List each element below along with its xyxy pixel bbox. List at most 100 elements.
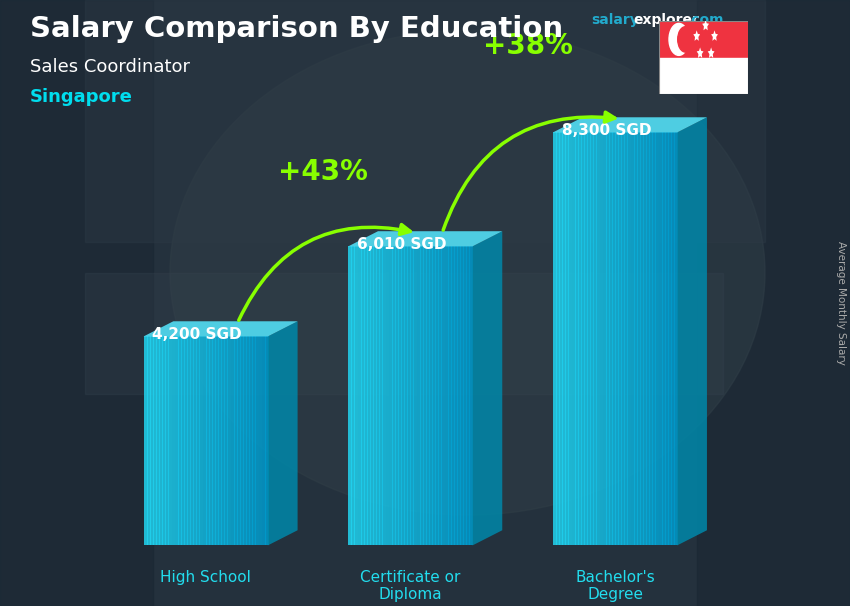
Text: +43%: +43% (278, 158, 368, 186)
Polygon shape (404, 247, 408, 545)
Polygon shape (388, 247, 393, 545)
Polygon shape (144, 321, 298, 336)
Bar (659, 21, 748, 58)
Polygon shape (228, 336, 231, 545)
Polygon shape (429, 247, 433, 545)
Polygon shape (351, 247, 355, 545)
Polygon shape (552, 133, 557, 545)
Polygon shape (364, 247, 368, 545)
Ellipse shape (170, 30, 765, 515)
Polygon shape (178, 336, 182, 545)
Polygon shape (634, 133, 638, 545)
Polygon shape (559, 133, 563, 545)
Polygon shape (172, 336, 175, 545)
Polygon shape (711, 30, 718, 41)
Polygon shape (206, 336, 210, 545)
Polygon shape (643, 133, 647, 545)
Polygon shape (255, 336, 259, 545)
Polygon shape (240, 336, 244, 545)
Polygon shape (358, 247, 361, 545)
Polygon shape (467, 247, 470, 545)
Polygon shape (162, 336, 166, 545)
Polygon shape (218, 336, 222, 545)
Polygon shape (674, 133, 678, 545)
Polygon shape (398, 247, 402, 545)
Polygon shape (655, 133, 660, 545)
Polygon shape (181, 336, 184, 545)
Polygon shape (348, 247, 352, 545)
Polygon shape (147, 336, 150, 545)
Bar (697, 0, 850, 606)
Polygon shape (578, 133, 581, 545)
Text: High School: High School (161, 570, 251, 585)
Polygon shape (659, 133, 662, 545)
Bar (659, 58, 748, 94)
Polygon shape (165, 336, 169, 545)
Polygon shape (599, 133, 604, 545)
Polygon shape (441, 247, 445, 545)
Polygon shape (200, 336, 203, 545)
Polygon shape (150, 336, 154, 545)
Polygon shape (612, 133, 616, 545)
Polygon shape (637, 133, 641, 545)
Polygon shape (649, 133, 653, 545)
Polygon shape (246, 336, 250, 545)
Polygon shape (445, 247, 449, 545)
Polygon shape (367, 247, 371, 545)
Polygon shape (224, 336, 229, 545)
Text: 6,010 SGD: 6,010 SGD (357, 238, 446, 253)
Polygon shape (156, 336, 160, 545)
Polygon shape (606, 133, 609, 545)
Polygon shape (463, 247, 468, 545)
Polygon shape (237, 336, 241, 545)
Text: 4,200 SGD: 4,200 SGD (152, 327, 242, 342)
Polygon shape (665, 133, 669, 545)
Polygon shape (668, 133, 672, 545)
Polygon shape (587, 133, 591, 545)
Polygon shape (697, 47, 704, 58)
Polygon shape (439, 247, 442, 545)
Text: Sales Coordinator: Sales Coordinator (30, 58, 190, 76)
Polygon shape (407, 247, 411, 545)
Polygon shape (395, 247, 399, 545)
Polygon shape (144, 336, 148, 545)
Text: +38%: +38% (483, 32, 573, 60)
Polygon shape (360, 247, 365, 545)
Polygon shape (230, 336, 235, 545)
Polygon shape (184, 336, 188, 545)
Polygon shape (584, 133, 588, 545)
Text: 8,300 SGD: 8,300 SGD (562, 124, 651, 139)
Polygon shape (348, 231, 502, 247)
Bar (0, 0, 153, 606)
Polygon shape (590, 133, 594, 545)
Bar (85, 0, 765, 242)
Polygon shape (373, 247, 377, 545)
Polygon shape (552, 118, 707, 133)
Polygon shape (187, 336, 191, 545)
Polygon shape (618, 133, 622, 545)
Polygon shape (571, 133, 575, 545)
Polygon shape (215, 336, 219, 545)
Polygon shape (212, 336, 216, 545)
Polygon shape (190, 336, 194, 545)
Polygon shape (593, 133, 598, 545)
Text: Salary Comparison By Education: Salary Comparison By Education (30, 15, 563, 43)
Polygon shape (221, 336, 225, 545)
Text: Singapore: Singapore (30, 88, 133, 106)
Polygon shape (416, 247, 421, 545)
Text: .com: .com (687, 13, 724, 27)
Polygon shape (413, 247, 417, 545)
Polygon shape (252, 336, 256, 545)
Polygon shape (448, 247, 451, 545)
Polygon shape (193, 336, 197, 545)
Polygon shape (575, 133, 579, 545)
Polygon shape (268, 321, 298, 545)
Polygon shape (196, 336, 201, 545)
Polygon shape (631, 133, 635, 545)
Polygon shape (411, 247, 414, 545)
Polygon shape (661, 133, 666, 545)
Polygon shape (209, 336, 212, 545)
Polygon shape (625, 133, 628, 545)
Circle shape (669, 24, 689, 55)
Polygon shape (401, 247, 405, 545)
